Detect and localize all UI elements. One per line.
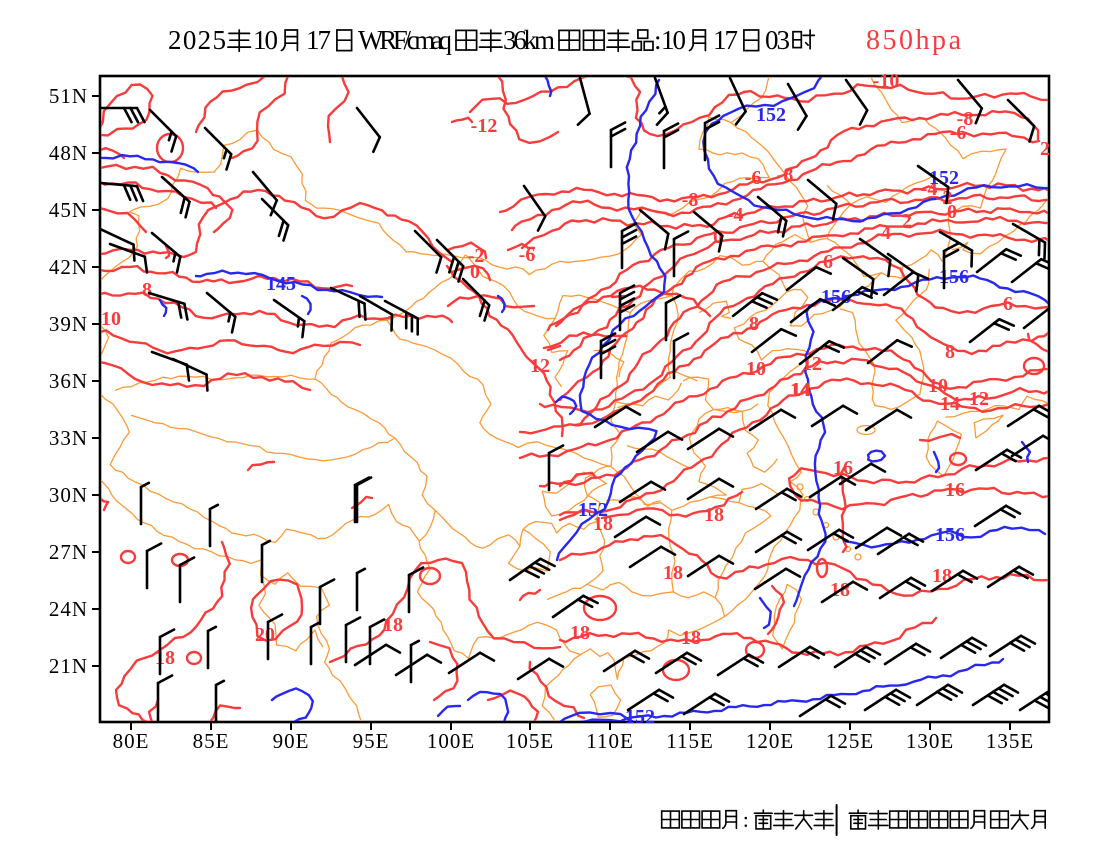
- svg-text:42N: 42N: [49, 255, 88, 279]
- svg-text:18: 18: [704, 504, 724, 526]
- svg-text:156: 156: [939, 266, 969, 288]
- svg-text:10: 10: [253, 25, 278, 55]
- svg-text:10: 10: [661, 25, 686, 55]
- svg-text:WRF/cmaq: WRF/cmaq: [358, 25, 453, 55]
- svg-text:18: 18: [663, 562, 683, 584]
- svg-text:-4: -4: [921, 178, 938, 200]
- svg-text:156: 156: [821, 286, 851, 308]
- svg-text:85E: 85E: [193, 729, 230, 753]
- svg-text:18: 18: [593, 513, 613, 535]
- svg-text:27N: 27N: [49, 540, 88, 564]
- svg-text:16: 16: [945, 479, 965, 501]
- svg-text:6: 6: [1003, 293, 1013, 315]
- svg-text:-6: -6: [950, 122, 967, 144]
- svg-text::: :: [654, 25, 662, 55]
- svg-text:17: 17: [713, 25, 738, 55]
- svg-text:152: 152: [578, 499, 608, 521]
- svg-text:0: 0: [470, 261, 480, 283]
- svg-text:8: 8: [945, 341, 955, 363]
- svg-text:20: 20: [255, 624, 275, 646]
- svg-text:152: 152: [756, 104, 786, 126]
- svg-text:90E: 90E: [273, 729, 310, 753]
- svg-text:24N: 24N: [49, 597, 88, 621]
- svg-text:110E: 110E: [586, 729, 634, 753]
- svg-text:12: 12: [969, 388, 989, 410]
- svg-text:152: 152: [929, 167, 959, 189]
- svg-text:2: 2: [1040, 138, 1050, 160]
- svg-text:-6: -6: [745, 167, 762, 189]
- svg-text:03: 03: [765, 25, 790, 55]
- svg-text:10: 10: [928, 375, 948, 397]
- svg-text:-2: -2: [468, 245, 485, 267]
- svg-text:80E: 80E: [113, 729, 150, 753]
- svg-text:-8: -8: [682, 189, 699, 211]
- svg-text:48N: 48N: [49, 141, 88, 165]
- svg-text:850hpa: 850hpa: [866, 25, 963, 56]
- svg-text:36N: 36N: [49, 369, 88, 393]
- svg-text:4: 4: [881, 222, 891, 244]
- svg-text:14: 14: [791, 379, 811, 401]
- svg-text:33N: 33N: [49, 426, 88, 450]
- svg-text:130E: 130E: [906, 729, 954, 753]
- svg-text:105E: 105E: [506, 729, 554, 753]
- svg-text:120E: 120E: [746, 729, 794, 753]
- svg-text:36km: 36km: [503, 25, 555, 55]
- svg-text:-4: -4: [727, 204, 744, 226]
- svg-text:0: 0: [947, 201, 957, 223]
- svg-text:145: 145: [266, 273, 296, 295]
- svg-text:10: 10: [101, 308, 121, 330]
- svg-text:12: 12: [802, 353, 822, 375]
- svg-text:18: 18: [155, 647, 175, 669]
- svg-text:-8: -8: [777, 164, 794, 186]
- svg-text:-10: -10: [873, 70, 900, 92]
- svg-text:156: 156: [935, 524, 965, 546]
- svg-text:17: 17: [306, 25, 331, 55]
- svg-text:95E: 95E: [353, 729, 390, 753]
- svg-text:8: 8: [749, 313, 759, 335]
- svg-text:45N: 45N: [49, 198, 88, 222]
- svg-text:14: 14: [940, 393, 960, 415]
- svg-text::: :: [743, 807, 749, 832]
- svg-text:0: 0: [713, 226, 723, 248]
- svg-text:39N: 39N: [49, 312, 88, 336]
- svg-text:-8: -8: [957, 108, 974, 130]
- svg-text:2025: 2025: [168, 25, 226, 55]
- svg-text:51N: 51N: [49, 84, 88, 108]
- svg-text:152: 152: [625, 706, 655, 728]
- svg-text:125E: 125E: [826, 729, 874, 753]
- svg-text:-12: -12: [471, 115, 498, 137]
- svg-text:2: 2: [902, 210, 912, 232]
- svg-text:16: 16: [833, 457, 853, 479]
- svg-text:8: 8: [142, 279, 152, 301]
- svg-text:115E: 115E: [666, 729, 714, 753]
- svg-text:100E: 100E: [427, 729, 475, 753]
- svg-text:135E: 135E: [986, 729, 1034, 753]
- svg-text:12: 12: [530, 355, 550, 377]
- svg-text:18: 18: [383, 614, 403, 636]
- svg-text:-6: -6: [519, 244, 536, 266]
- svg-text:6: 6: [823, 251, 833, 273]
- svg-text:10: 10: [746, 358, 766, 380]
- svg-text:30N: 30N: [49, 483, 88, 507]
- svg-text:14: 14: [790, 379, 810, 401]
- svg-text:21N: 21N: [49, 654, 88, 678]
- svg-text:18: 18: [570, 622, 590, 644]
- svg-text:18: 18: [681, 627, 701, 649]
